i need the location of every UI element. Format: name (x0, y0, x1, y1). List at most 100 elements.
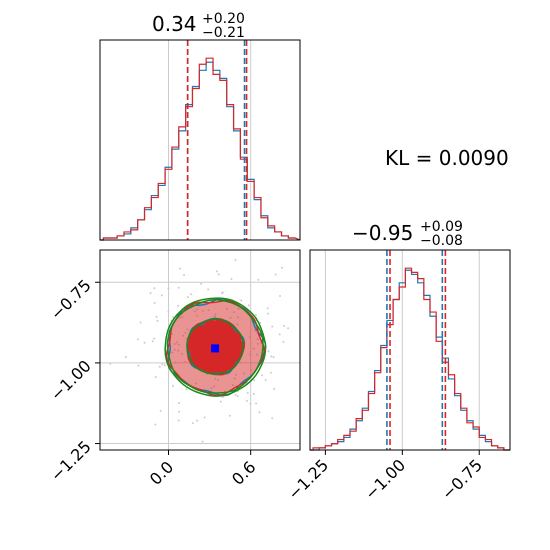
scatter-point (186, 296, 189, 299)
scatter-point (255, 402, 258, 405)
contour-ytick-label: −0.75 (47, 276, 95, 324)
hist-series-red (310, 267, 510, 451)
scatter-point (155, 315, 158, 318)
scatter-point (273, 387, 276, 390)
contour-xticks: 0.0 0.6 (146, 450, 260, 489)
scatter-point (261, 374, 264, 377)
scatter-point (200, 282, 203, 285)
p2-grid (324, 250, 480, 450)
kl-annotation: KL = 0.0090 (385, 146, 509, 170)
scatter-point (252, 392, 255, 395)
p2-xtick-label: −0.75 (438, 455, 486, 503)
p2-axes-frame (309, 249, 511, 451)
p1-grid (167, 40, 252, 240)
contour-xtick-label: 0.6 (228, 457, 259, 488)
scatter-point (258, 411, 261, 414)
p2-quantile-lines (386, 250, 447, 450)
scatter-point (167, 310, 170, 313)
scatter-point (183, 274, 186, 277)
scatter-point (177, 286, 180, 289)
p1-title-sub: −0.21 (202, 25, 245, 41)
scatter-point (143, 341, 146, 344)
scatter-point (234, 258, 237, 261)
p2-series (310, 267, 510, 451)
scatter-point (245, 399, 248, 402)
scatter-point (271, 417, 274, 420)
contour-markers (211, 341, 220, 353)
hist-series-blue (310, 269, 510, 451)
scatter-point (267, 312, 270, 315)
scatter-point (220, 292, 223, 295)
scatter-point (136, 338, 139, 341)
median-marker-blue (211, 344, 220, 353)
contour-line-green (164, 297, 267, 397)
scatter-point (254, 314, 257, 317)
contour-line-green (166, 299, 264, 394)
scatter-point (279, 294, 282, 297)
scatter-point (167, 287, 170, 290)
scatter-point (109, 362, 112, 365)
scatter-point (281, 266, 284, 269)
scatter-point (156, 319, 159, 322)
scatter-point (153, 287, 156, 290)
scatter-point (154, 423, 157, 426)
scatter-point (196, 419, 199, 422)
scatter-point (269, 371, 272, 374)
contour-axes-frame (99, 249, 301, 451)
panel-p1-p2-contour: 0.0 0.6 −0.75 −1.00 −1.25 (47, 249, 301, 489)
scatter-point (270, 355, 273, 358)
scatter-point (189, 293, 192, 296)
scatter-point (177, 304, 180, 307)
panel-p1-histogram: 0.34 +0.20 −0.21 (99, 11, 301, 241)
scatter-point (185, 388, 188, 391)
scatter-point (249, 402, 252, 405)
scatter-point (137, 364, 140, 367)
scatter-point (163, 364, 166, 367)
scatter-point (158, 365, 161, 368)
scatter-point (203, 416, 206, 419)
scatter-point (253, 379, 256, 382)
p2-title-sub: −0.08 (420, 233, 463, 249)
p1-series (100, 57, 301, 241)
scatter-point (282, 340, 285, 343)
p1-axes-frame (99, 39, 301, 241)
scatter-point (240, 299, 243, 302)
p1-title-sup: +0.20 (202, 11, 245, 27)
scatter-point (274, 273, 277, 276)
p1-title: 0.34 (152, 12, 197, 36)
p1-quantile-lines (186, 40, 248, 240)
scatter-point (266, 307, 269, 310)
scatter-point (159, 409, 162, 412)
p2-title: −0.95 (352, 221, 413, 245)
scatter-point (151, 340, 154, 343)
scatter-point (153, 337, 156, 340)
scatter-point (191, 422, 194, 425)
scatter-point (246, 392, 249, 395)
contour-ytick-label: −1.00 (47, 356, 95, 404)
scatter-point (139, 321, 142, 324)
scatter-point (257, 278, 260, 281)
contour-line-green (186, 318, 244, 375)
scatter-point (178, 410, 181, 413)
scatter-point (172, 384, 175, 387)
p2-title-sup: +0.09 (420, 219, 463, 235)
contour-ytick-label: −1.25 (47, 437, 95, 485)
scatter-point (207, 288, 210, 291)
scatter-point (272, 356, 275, 359)
scatter-point (177, 419, 180, 422)
contour-yticks: −0.75 −1.00 −1.25 (47, 276, 100, 485)
scatter-point (154, 376, 157, 379)
scatter-point (267, 350, 270, 353)
scatter-point (230, 278, 233, 281)
scatter-point (124, 356, 127, 359)
scatter-point (160, 294, 163, 297)
scatter-point (271, 325, 274, 328)
contour-xtick-label: 0.0 (146, 457, 177, 488)
scatter-point (201, 440, 204, 443)
scatter-point (236, 395, 239, 398)
scatter-point (161, 363, 164, 366)
scatter-point (264, 379, 267, 382)
scatter-point (153, 301, 156, 304)
panel-p2-histogram: −0.95 +0.09 −0.08 −1.25 −1.00 −0.75 (284, 219, 511, 503)
scatter-point (178, 267, 181, 270)
